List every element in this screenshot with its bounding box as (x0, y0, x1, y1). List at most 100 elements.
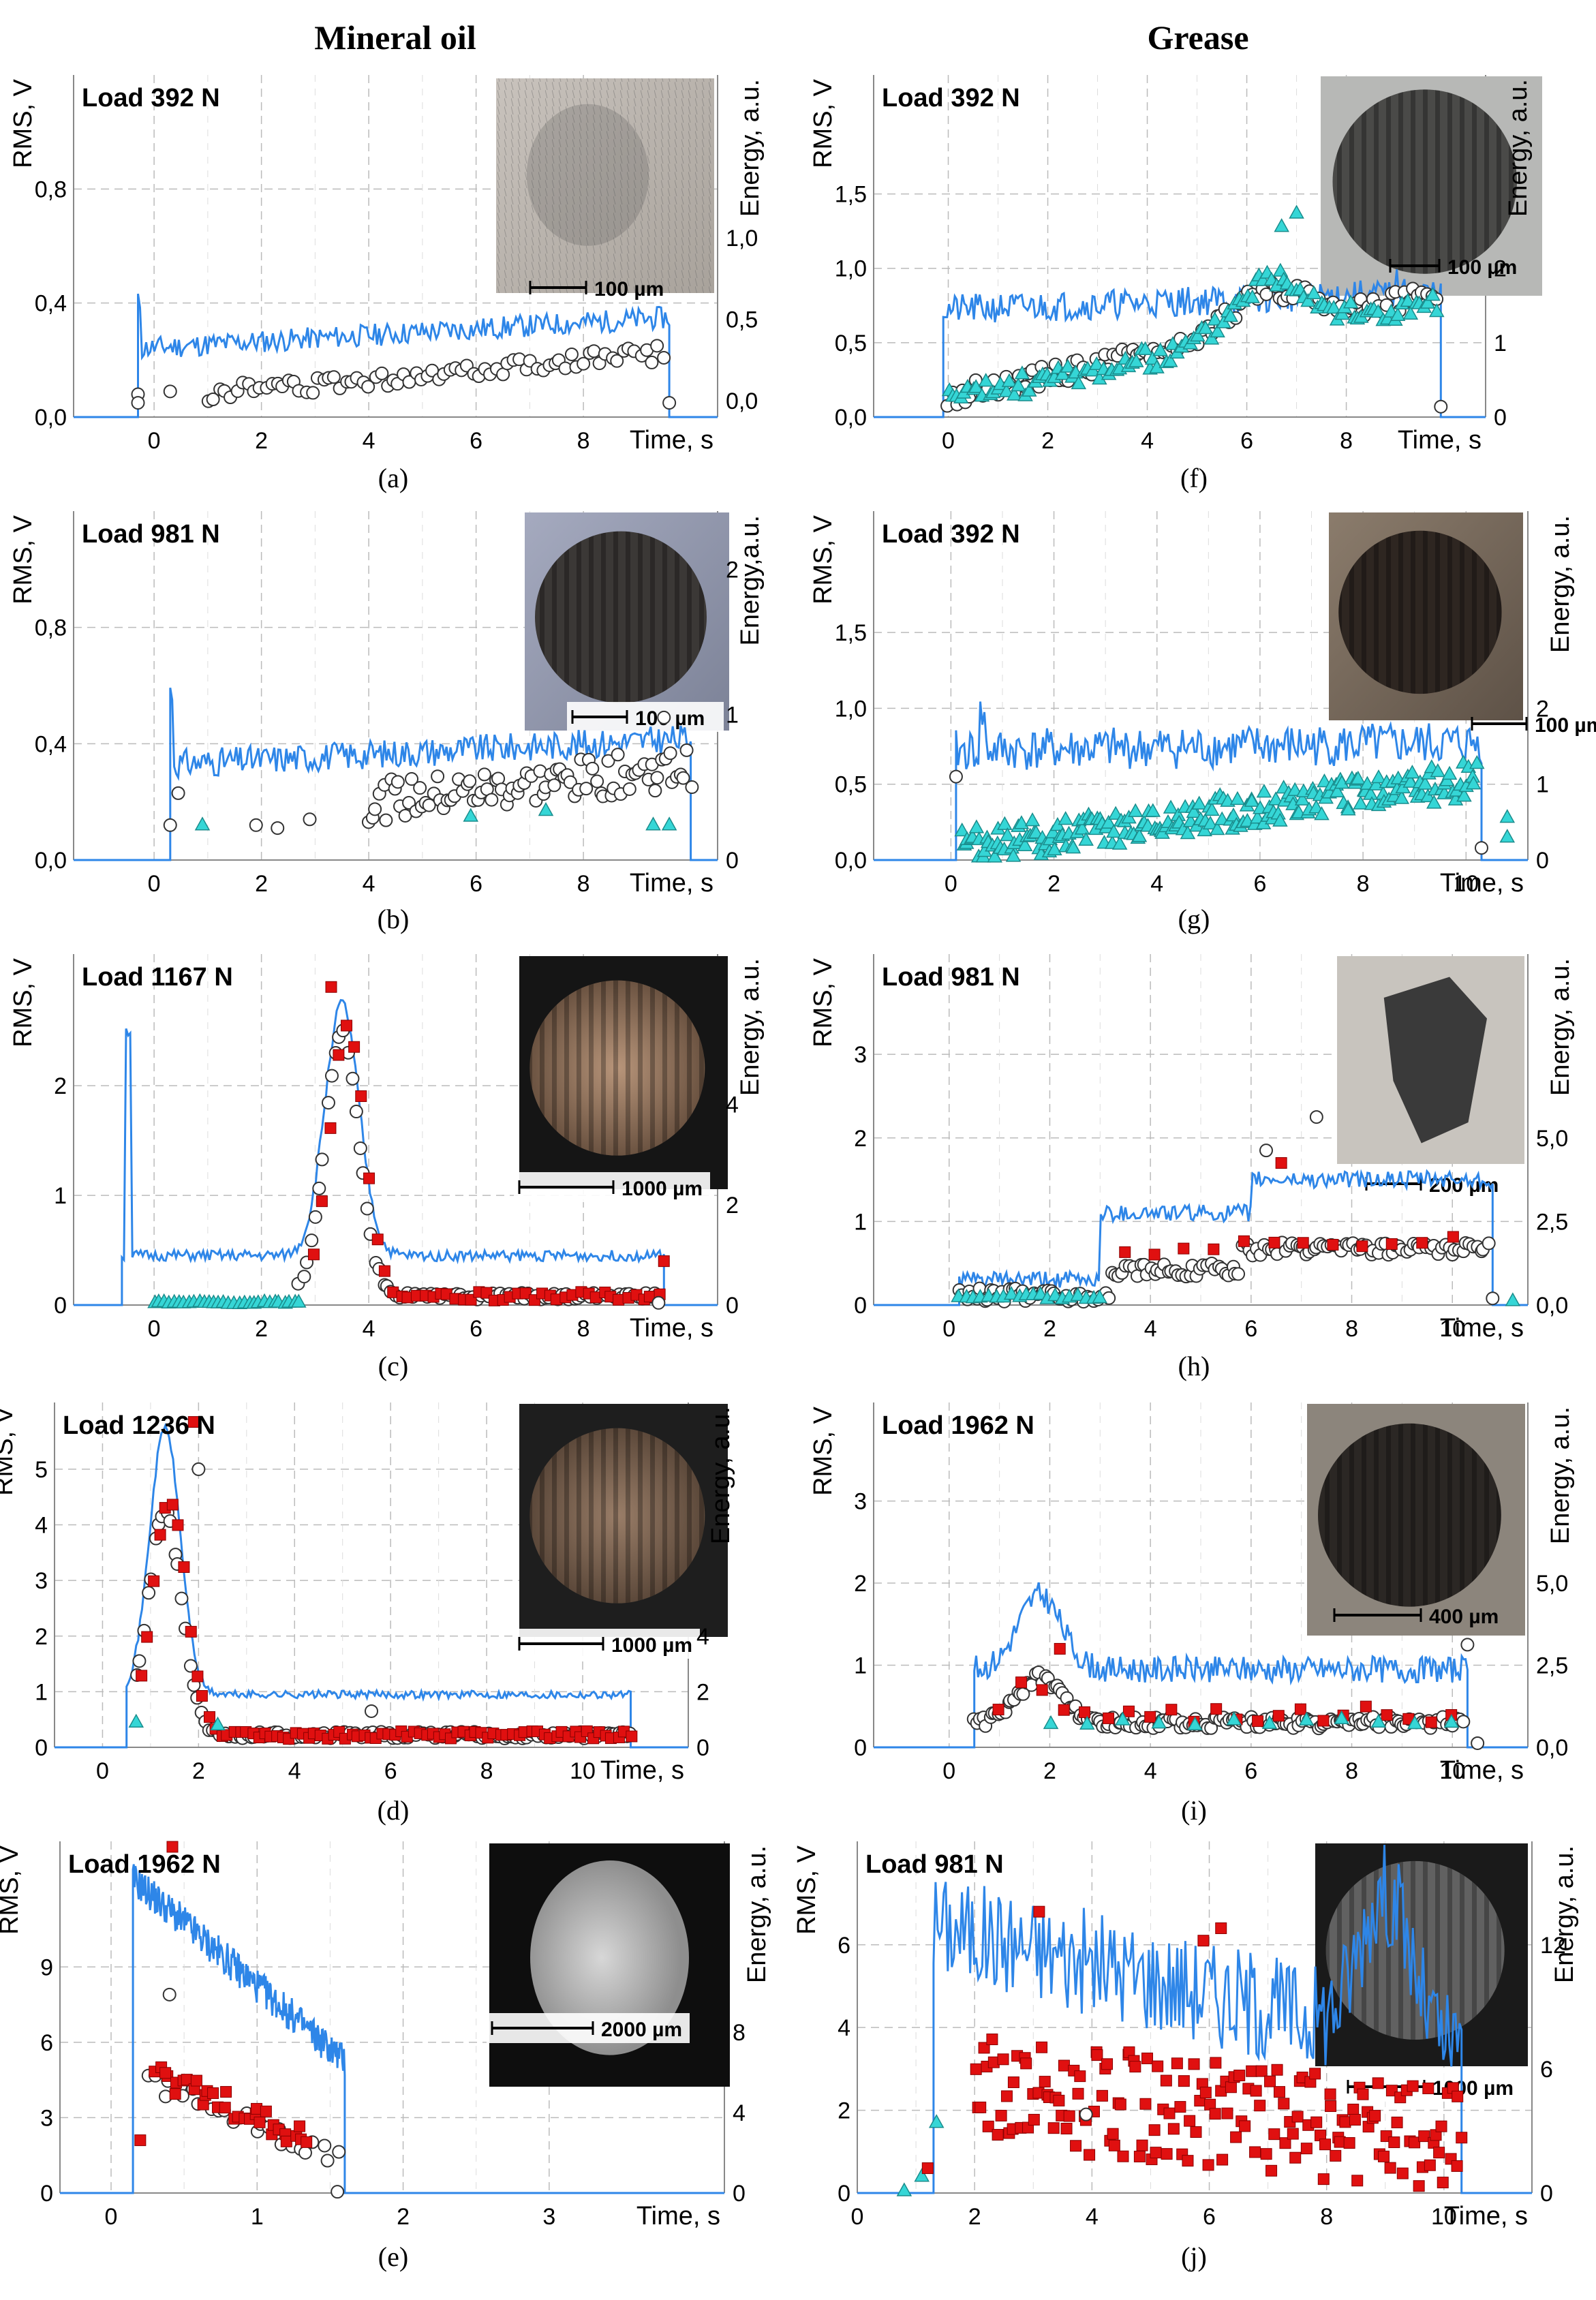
data-point-triangle (1368, 776, 1384, 791)
energy-markers (966, 1638, 1485, 1750)
chart-panel-f: 100 µm 0 2 4 6 8 0,0 0,5 1,0 1,5 0 1 2 Time, s RMS, V E… (809, 75, 1542, 493)
data-point-square (1239, 2120, 1251, 2132)
data-point-circle (249, 818, 263, 832)
panel-caption: (g) (1178, 904, 1210, 934)
x-tick-label: 3 (542, 2204, 555, 2230)
y-tick-label: 2 (854, 1571, 867, 1597)
data-point-square (1317, 1715, 1330, 1727)
data-point-triangle (1047, 841, 1062, 856)
data-point-square (970, 2063, 982, 2075)
data-point-circle (431, 769, 445, 784)
x-tick-label: 2 (1047, 871, 1060, 897)
data-point-circle (163, 384, 177, 399)
data-point-circle (1024, 1678, 1039, 1692)
data-point-triangle (1268, 791, 1284, 806)
y2-tick-label: 0 (1494, 405, 1507, 431)
data-point-circle (174, 1591, 189, 1606)
y-tick-label: 1 (35, 1679, 48, 1705)
data-point-triangle (645, 816, 661, 831)
data-point-square (1339, 2116, 1351, 2128)
data-point-triangle (1229, 791, 1246, 806)
y2-tick-label: 6 (1540, 2057, 1553, 2083)
data-point-square (1447, 1231, 1459, 1243)
data-point-triangle (1191, 795, 1207, 810)
data-point-triangle (1001, 373, 1017, 387)
data-point-square (1144, 1711, 1156, 1723)
data-point-square (1279, 2137, 1291, 2149)
y-axis-label-right: Energy, a.u. (707, 1407, 735, 1544)
data-point-square (1294, 1703, 1306, 1715)
y2-tick-label: 2,5 (1536, 1209, 1568, 1235)
wear-scar-photo: 1000 µm (514, 956, 728, 1202)
energy-markers (134, 1841, 346, 2199)
data-point-square (1291, 2111, 1304, 2123)
data-point-circle (312, 1181, 326, 1195)
data-point-square (301, 2136, 313, 2148)
y-tick-label: 2 (35, 1624, 48, 1650)
data-point-square (141, 1631, 153, 1643)
chart-panel-c: 1000 µm 0 2 4 6 8 0 1 2 0 2 4 Time, s RMS, V Energy, a… (9, 954, 765, 1381)
y2-tick-label: 2 (1536, 696, 1549, 722)
x-tick-label: 0 (148, 428, 161, 454)
data-point-circle (365, 1704, 378, 1718)
data-point-square (1351, 2175, 1364, 2187)
data-point-circle (564, 347, 579, 361)
data-point-circle (331, 2185, 345, 2199)
data-point-triangle (1024, 812, 1041, 827)
data-point-triangle (1088, 356, 1105, 371)
x-tick-label: 6 (384, 1758, 397, 1784)
data-point-square (1129, 2061, 1141, 2073)
y2-tick-label: 2 (696, 1679, 709, 1705)
data-point-circle (368, 802, 382, 816)
y2-tick-label: 0,0 (726, 388, 758, 414)
data-point-square (1246, 2065, 1258, 2077)
data-point-triangle (1261, 1715, 1278, 1729)
wear-scar-grooves (535, 531, 707, 703)
data-point-triangle (1131, 828, 1148, 842)
y-axis-label-left: RMS, V (809, 957, 838, 1047)
load-label: Load 981 N (882, 963, 1020, 992)
y-axis-label-left: RMS, V (0, 1845, 24, 1935)
data-point-triangle (1187, 1716, 1203, 1730)
data-point-square (1096, 2089, 1108, 2102)
data-point-triangle (1017, 837, 1033, 852)
data-point-square (307, 1248, 320, 1261)
data-point-circle (321, 1096, 335, 1110)
data-point-circle (271, 821, 285, 835)
data-point-square (1319, 2138, 1332, 2151)
data-point-square (1435, 2120, 1447, 2132)
data-point-square (1437, 2177, 1449, 2189)
x-tick-label: 10 (1439, 1316, 1465, 1342)
chart-panel-b: 100 µm 0 2 4 6 8 0,0 0,4 0,8 0 1 2 Time, s RMS, V Ener… (9, 511, 765, 934)
data-point-circle (390, 775, 405, 789)
panel-caption: (b) (378, 904, 410, 934)
data-point-square (1070, 2140, 1082, 2152)
data-point-triangle (1272, 262, 1289, 277)
y-axis-label-left: RMS, V (793, 1845, 821, 1935)
data-point-square (1020, 2057, 1032, 2070)
x-tick-label: 0 (942, 1758, 955, 1784)
data-point-circle (1471, 1736, 1485, 1750)
data-point-triangle (1163, 799, 1179, 814)
data-point-triangle (1060, 358, 1076, 373)
data-point-square (1300, 2143, 1313, 2155)
data-point-square (1349, 2113, 1361, 2126)
data-point-square (1063, 2110, 1075, 2122)
data-point-square (1310, 2116, 1323, 2128)
data-point-triangle (1010, 377, 1026, 392)
data-point-circle (303, 812, 317, 827)
y-tick-label: 4 (35, 1513, 48, 1539)
data-point-square (1058, 1704, 1070, 1716)
x-tick-label: 6 (1253, 871, 1266, 897)
data-point-triangle (1197, 822, 1212, 837)
scale-bar-label: 2000 µm (601, 2019, 682, 2041)
data-point-circle (657, 350, 671, 365)
x-tick-label: 6 (470, 428, 482, 454)
data-point-square (1451, 2160, 1463, 2172)
energy-markers (147, 981, 670, 1310)
energy-markers (128, 1416, 638, 1745)
data-point-triangle (1070, 1287, 1086, 1302)
data-point-triangle (997, 816, 1013, 830)
data-point-triangle (463, 808, 479, 822)
data-point-circle (1231, 1267, 1246, 1281)
